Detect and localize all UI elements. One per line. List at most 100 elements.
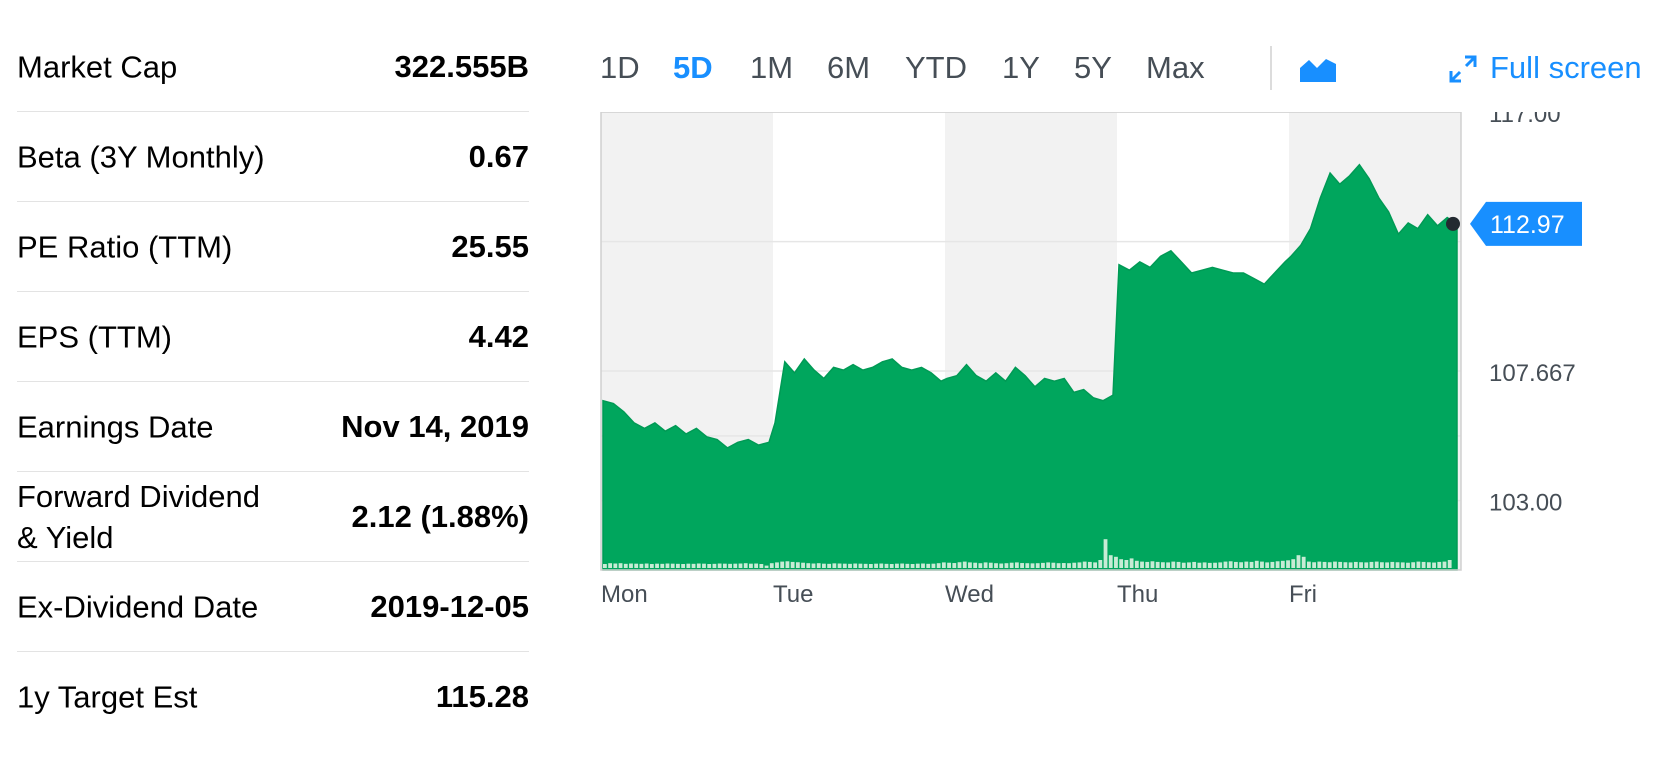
volume-bar — [1317, 561, 1322, 568]
volume-bar — [1390, 561, 1395, 568]
y-tick-label: 103.00 — [1489, 490, 1562, 517]
stat-row: Forward Dividend & Yield 2.12 (1.88%) — [17, 472, 529, 562]
volume-bar — [655, 563, 659, 568]
volume-bar — [1030, 563, 1035, 568]
volume-bar — [1145, 561, 1150, 568]
volume-bar — [1187, 562, 1191, 568]
volume-bar — [717, 563, 722, 568]
range-1m[interactable]: 1M — [750, 50, 794, 85]
volume-bar — [1009, 562, 1014, 568]
volume-bar — [1244, 561, 1249, 568]
stat-row: Ex-Dividend Date 2019-12-05 — [17, 562, 529, 652]
volume-bar — [1056, 563, 1061, 568]
volume-bar — [728, 563, 732, 568]
volume-bar — [1359, 562, 1363, 568]
range-5y[interactable]: 5Y — [1074, 50, 1112, 85]
volume-bar — [691, 563, 696, 568]
volume-bar — [1291, 559, 1296, 568]
x-tick-label: Fri — [1289, 581, 1317, 608]
volume-bar — [1119, 559, 1124, 568]
range-5d[interactable]: 5D — [673, 50, 713, 85]
volume-bar — [811, 563, 816, 568]
volume-bar — [639, 563, 644, 568]
volume-bar — [801, 562, 805, 568]
volume-bar — [769, 563, 774, 568]
volume-bar — [962, 561, 967, 568]
volume-bar — [1004, 563, 1009, 568]
range-ytd[interactable]: YTD — [905, 50, 967, 85]
stat-label: PE Ratio (TTM) — [17, 229, 233, 264]
volume-bar — [1114, 556, 1118, 568]
volume-bar — [1176, 561, 1181, 568]
volume-bar — [1197, 562, 1202, 568]
volume-bar — [1437, 561, 1442, 568]
plot-frame — [600, 112, 1462, 571]
volume-bar — [1202, 562, 1207, 568]
volume-bar — [837, 563, 842, 568]
volume-bar — [832, 563, 837, 568]
volume-bar — [994, 563, 998, 568]
volume-bar — [712, 563, 717, 568]
volume-bar — [806, 563, 811, 568]
volume-bar — [749, 563, 753, 568]
range-max[interactable]: Max — [1146, 50, 1205, 85]
volume-bar — [1400, 562, 1405, 568]
current-price-badge — [1470, 201, 1582, 246]
chart-toolbar: 1D 5D 1M 6M YTD 1Y 5Y Max Full screen — [600, 46, 1660, 90]
volume-bar — [629, 563, 633, 568]
volume-bar — [816, 563, 821, 568]
volume-bar — [1421, 561, 1426, 568]
volume-bar — [1395, 562, 1400, 568]
volume-bar — [1160, 562, 1165, 568]
volume-bar — [1171, 561, 1176, 568]
volume-bar — [738, 563, 743, 568]
volume-bar — [676, 563, 680, 568]
area-chart-icon[interactable] — [1300, 56, 1336, 82]
volume-bar — [822, 563, 826, 568]
volume-bar — [895, 563, 899, 568]
volume-bar — [1270, 561, 1275, 568]
volume-bar — [999, 563, 1004, 568]
stat-label: Ex-Dividend Date — [17, 589, 259, 624]
volume-bar — [1035, 563, 1040, 568]
range-6m[interactable]: 6M — [827, 50, 871, 85]
stat-row: Market Cap 322.555B — [17, 22, 529, 112]
volume-bar — [1275, 561, 1280, 568]
volume-bar — [1254, 560, 1259, 568]
range-1d[interactable]: 1D — [600, 50, 640, 85]
volume-bar — [983, 562, 988, 568]
volume-bar — [1207, 562, 1212, 568]
volume-bar — [1140, 561, 1144, 568]
volume-bar — [759, 564, 764, 568]
volume-bar — [910, 564, 915, 568]
volume-bar — [1447, 560, 1452, 568]
volume-bar — [1218, 562, 1223, 568]
volume-bar — [1374, 561, 1379, 568]
volume-bar — [1406, 562, 1410, 568]
volume-bar — [968, 562, 972, 568]
volume-bar — [795, 562, 800, 568]
volume-bar — [900, 563, 905, 568]
stat-label: EPS (TTM) — [17, 319, 172, 354]
volume-bar — [1041, 562, 1045, 568]
volume-bar — [707, 564, 712, 568]
volume-bar — [1061, 563, 1066, 568]
y-tick-label: 107.667 — [1489, 360, 1576, 387]
volume-bar — [1296, 555, 1301, 568]
stat-value: 2019-12-05 — [370, 588, 529, 624]
volume-bar — [858, 563, 863, 568]
current-price-label: 112.97 — [1490, 211, 1565, 239]
volume-bar — [634, 563, 639, 568]
volume-bar — [1072, 562, 1077, 568]
volume-bar — [1129, 558, 1134, 568]
volume-bar — [941, 562, 946, 568]
volume-bar — [1233, 561, 1238, 568]
volume-bar — [1051, 562, 1056, 568]
volume-bar — [1124, 560, 1129, 568]
price-chart[interactable]: 117.00 107.667 103.00 Mon Tue Wed Thu Fri 112.97 — [600, 112, 1660, 672]
stat-value: Nov 14, 2019 — [341, 408, 529, 444]
range-1y[interactable]: 1Y — [1002, 50, 1040, 85]
volume-bar — [874, 563, 878, 568]
volume-bar — [889, 564, 894, 568]
volume-bar — [1098, 560, 1103, 568]
